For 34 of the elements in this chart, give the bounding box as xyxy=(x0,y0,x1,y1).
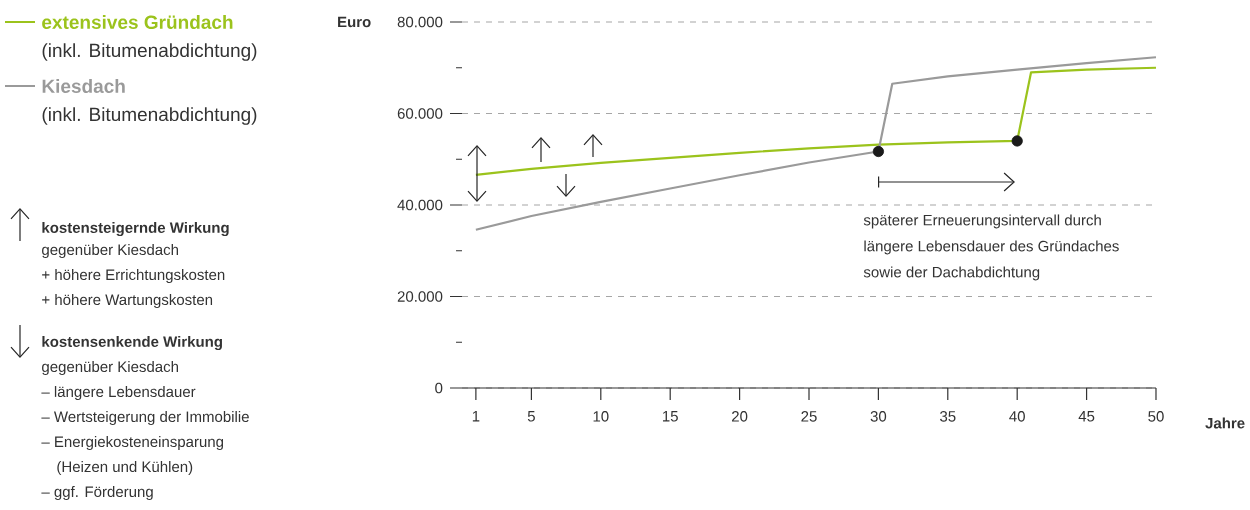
text: gegenüber Kiesdach xyxy=(42,244,178,258)
x-tick-label: 30 xyxy=(870,411,887,422)
x-tick-label: 50 xyxy=(1148,411,1164,422)
text: (inkl. Bitumenabdichtung) xyxy=(42,107,257,125)
x-tick-label: 10 xyxy=(593,411,609,422)
x-tick-label: 45 xyxy=(1078,411,1095,422)
text: – Wertsteigerung der Immobilie xyxy=(41,411,249,425)
text: – längere Lebensdauer xyxy=(41,386,196,400)
x-tick-label: 40 xyxy=(1009,411,1025,422)
text: + höhere Wartungskosten xyxy=(42,294,213,308)
text: gegenüber Kiesdach xyxy=(42,361,178,375)
text: – ggf. Förderung xyxy=(41,486,153,500)
y-tick-label: 40.000 xyxy=(397,199,443,211)
legend-label: Kiesdach xyxy=(42,79,125,93)
x-tick-label: 25 xyxy=(801,411,817,422)
y-axis-title: Euro xyxy=(338,16,371,28)
x-tick-label: 5 xyxy=(527,411,535,422)
text: kostensteigernde Wirkung xyxy=(42,222,229,237)
x-tick-label: 15 xyxy=(662,411,678,422)
text: (Heizen und Kühlen) xyxy=(57,461,193,475)
x-axis-title: Jahre xyxy=(1205,417,1245,429)
x-tick-label: 35 xyxy=(940,411,956,422)
text: + höhere Errichtungskosten xyxy=(42,269,225,283)
x-tick-label: 20 xyxy=(732,411,748,422)
text: (inkl. Bitumenabdichtung) xyxy=(42,43,257,61)
text: – Energiekosteneinsparung xyxy=(41,436,224,450)
x-tick-label: 1 xyxy=(472,411,480,422)
annotation: späterer Erneuerungsintervall durch längere Lebensdauer des Gründaches sowie der Dachabdichtung xyxy=(863,214,1119,281)
y-tick-label: 20.000 xyxy=(397,291,443,302)
y-tick-label: 80.000 xyxy=(397,16,443,28)
y-tick-label: 60.000 xyxy=(397,108,443,119)
legend-label: extensives Gründach xyxy=(42,15,233,29)
text: kostensenkende Wirkung xyxy=(42,336,222,351)
y-tick-label: 0 xyxy=(435,382,443,394)
